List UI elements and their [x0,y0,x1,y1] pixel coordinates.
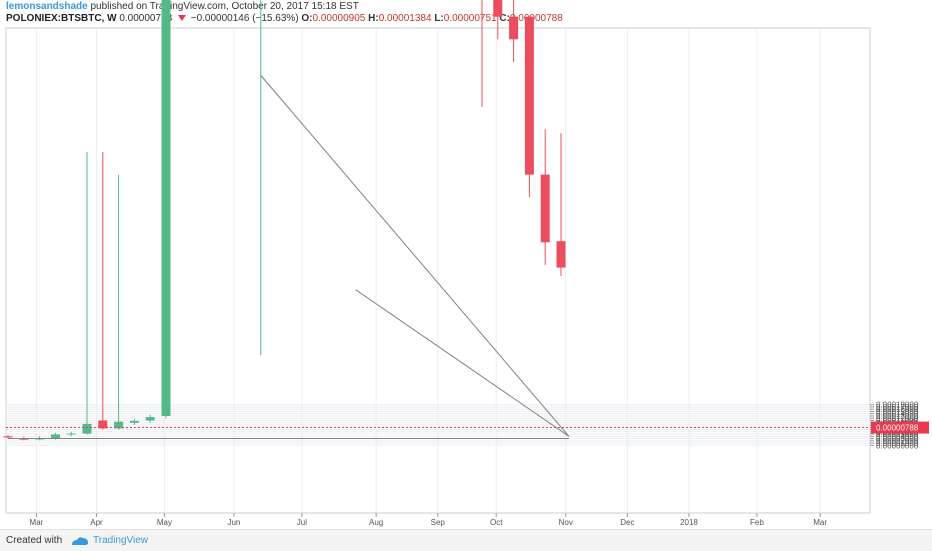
y-tick-label: 0.00013000 [876,412,919,421]
y-tick-label: 0.00003000 [876,435,919,444]
x-tick-label: Mar [813,518,827,527]
low-label: L: [434,13,444,24]
y-tick-label: 0.00012000 [876,414,919,423]
tradingview-cloud-icon [72,537,88,545]
y-tick-label: 0.00014000 [876,410,919,419]
high-label: H: [368,13,379,24]
down-arrow-icon [177,15,186,22]
candle-body [19,438,29,440]
current-price-label: 0.00000788 [876,424,919,433]
x-tick-label: 2018 [680,518,698,527]
x-tick-label: Mar [30,518,44,527]
change-value: −0.00000146 (−15.63%) [190,13,299,24]
y-tick-label: 0.00000000 [876,441,919,450]
footer-bar: Created with TradingView [0,529,932,551]
candle-body [493,0,503,17]
y-tick-label: 0.00016000 [876,405,919,414]
candle-body [145,417,155,421]
close-value: 0.00000788 [509,13,563,24]
open-label: O: [301,13,313,24]
y-tick-label: 0.00018000 [876,401,919,410]
created-with-text: Created with [6,535,63,546]
tradingview-logo[interactable]: TradingView [93,535,149,546]
close-label: C: [499,13,510,24]
candle-body [540,174,550,243]
y-tick-label: 0.00004000 [876,432,919,441]
x-tick-label: Oct [490,518,503,527]
candle-body [509,16,519,40]
x-tick-label: Dec [620,518,634,527]
candle-body [3,436,13,438]
candle-body [129,420,139,423]
x-tick-label: Jul [297,518,307,527]
candlestick-chart[interactable]: 0.000180000.000170000.000160000.00015000… [0,0,932,529]
candle-body [114,421,124,429]
x-tick-label: Aug [369,518,383,527]
y-tick-label: 0.00015000 [876,407,919,416]
candle-body [556,241,566,268]
low-value: 0.00000751 [443,13,497,24]
trend-line [260,75,570,437]
x-tick-label: Jun [227,518,240,527]
published-text: published on TradingView.com, October 20… [90,1,359,12]
candle-body [82,423,92,434]
y-tick-label: 0.00011000 [876,417,918,426]
author-link[interactable]: lemonsandshade [6,1,88,12]
ohlc-legend: POLONIEX:BTSBTC, W 0.00000788 −0.0000014… [6,13,563,25]
candle-body [50,434,60,439]
y-tick-label: 0.00017000 [876,403,919,412]
candle-body [98,420,108,429]
current-price-badge [871,421,929,434]
y-tick-label: 0.00002000 [876,437,919,446]
candle-body [524,16,534,175]
high-value: 0.00001384 [378,13,432,24]
y-tick-label: 0.00001000 [876,439,919,448]
publish-info: lemonsandshade published on TradingView.… [6,1,359,13]
candle-body [161,0,171,416]
trend-line [355,289,570,437]
x-tick-label: Feb [750,518,764,527]
x-tick-label: Apr [90,518,103,527]
open-value: 0.00000905 [312,13,366,24]
x-tick-label: Sep [431,518,446,527]
x-tick-label: Nov [559,518,573,527]
x-tick-label: May [157,518,172,527]
symbol-label: POLONIEX:BTSBTC, W [6,13,117,24]
last-price: 0.00000788 [119,13,173,24]
y-tick-label: 0.00005000 [876,430,919,439]
candle-body [66,433,76,435]
